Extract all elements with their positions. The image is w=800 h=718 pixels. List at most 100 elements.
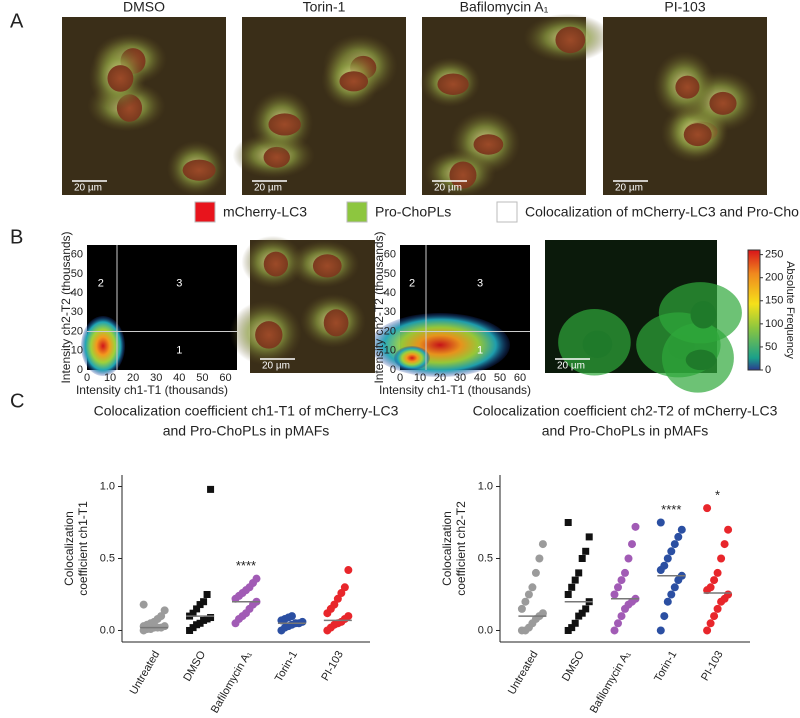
data-point	[674, 532, 683, 541]
data-point	[207, 614, 215, 622]
scale-bar-label: 20 µm	[557, 361, 585, 372]
legend-label: Colocalization of mCherry-LC3 and Pro-Ch…	[525, 204, 800, 220]
data-point	[706, 583, 715, 592]
quadrant-label: 2	[409, 277, 415, 289]
x-tick-label: Bafilomycin A₁	[209, 649, 254, 716]
chart-title: Colocalization coefficient ch2-T2 of mCh…	[473, 403, 778, 419]
data-point	[656, 518, 665, 527]
colorbar	[747, 249, 761, 371]
quadrant-label: 2	[98, 277, 104, 289]
x-tick-label: Torin-1	[273, 649, 300, 684]
data-point	[337, 589, 346, 598]
data-point	[330, 600, 339, 609]
nucleus	[473, 134, 504, 155]
data-point	[663, 554, 672, 563]
data-point	[578, 555, 586, 562]
data-point	[157, 612, 166, 621]
y-tick-label: 50	[384, 268, 396, 280]
x-tick-label: 60	[514, 372, 526, 384]
data-point	[610, 626, 619, 635]
nucleus	[107, 65, 134, 92]
data-point	[538, 540, 547, 549]
nucleus	[437, 73, 469, 96]
data-point	[624, 554, 633, 563]
scale-bar-label: 20 µm	[254, 183, 282, 194]
micrograph-title: PI-103	[664, 0, 705, 15]
panel-label: B	[10, 226, 23, 248]
data-point	[528, 583, 537, 592]
quadrant-label: 1	[176, 345, 182, 357]
x-tick-label: 30	[150, 372, 162, 384]
y-axis-label: coefficient ch2-T2	[454, 501, 468, 596]
x-tick-label: Bafilomycin A₁	[588, 649, 633, 716]
nucleus	[675, 75, 700, 99]
nucleus	[323, 309, 349, 337]
quadrant-label: 1	[477, 345, 483, 357]
data-point	[340, 583, 349, 592]
y-axis-label: Colocalization	[440, 511, 454, 586]
data-point	[298, 617, 307, 626]
data-point	[610, 590, 619, 599]
y-tick-label: 0	[77, 364, 83, 376]
y-tick-label: 20	[384, 325, 396, 337]
data-point	[713, 604, 722, 613]
x-tick-label: 20	[434, 372, 446, 384]
colorbar-label: Absolute Frequency	[784, 261, 796, 359]
data-point	[667, 547, 676, 556]
scale-bar-label: 20 µm	[74, 183, 102, 194]
data-point	[713, 568, 722, 577]
y-tick-label: 10	[384, 345, 396, 357]
data-point	[564, 590, 572, 598]
nucleus	[182, 159, 216, 181]
nucleus	[555, 26, 586, 54]
y-tick-label: 10	[71, 345, 83, 357]
x-tick-label: 0	[397, 372, 403, 384]
data-point	[531, 568, 540, 577]
colorbar-tick-label: 150	[765, 295, 783, 307]
panel-b	[81, 245, 530, 377]
data-point	[670, 540, 679, 549]
nucleus	[255, 321, 283, 349]
colorbar-tick-label: 200	[765, 272, 783, 284]
x-axis-label: Intensity ch1-T1 (thousands)	[76, 383, 228, 397]
panel-label: C	[10, 390, 24, 412]
density-blob	[394, 346, 430, 370]
density-blob	[81, 316, 125, 376]
x-tick-label: PI-103	[699, 649, 726, 683]
data-point	[631, 522, 640, 531]
chart-title: and Pro-ChoPLs in pMAFs	[163, 423, 330, 439]
colorbar-tick-label: 0	[765, 364, 771, 376]
x-tick-label: 0	[84, 372, 90, 384]
data-point	[160, 606, 169, 615]
data-point	[200, 598, 208, 606]
y-tick-label: 0	[390, 364, 396, 376]
data-point	[710, 576, 719, 585]
data-point	[585, 533, 593, 541]
x-tick-label: 30	[454, 372, 466, 384]
data-point	[344, 612, 353, 621]
x-tick-label: 20	[127, 372, 139, 384]
data-point	[656, 626, 665, 635]
data-point	[521, 597, 530, 606]
chart-title: and Pro-ChoPLs in pMAFs	[542, 423, 709, 439]
data-point	[575, 569, 583, 577]
significance-label: ****	[661, 502, 681, 517]
data-point	[663, 597, 672, 606]
micrograph-title: Bafilomycin A₁	[460, 0, 549, 15]
data-point	[703, 626, 712, 635]
y-axis-label: Intensity ch2-T2 (thousands)	[59, 231, 73, 383]
y-tick-label: 1.0	[478, 480, 493, 492]
x-axis-label: Intensity ch1-T1 (thousands)	[379, 383, 531, 397]
x-tick-label: Torin-1	[652, 649, 679, 684]
nucleus	[690, 300, 717, 329]
data-point	[252, 574, 261, 583]
y-tick-label: 1.0	[100, 480, 115, 492]
legend-label: mCherry-LC3	[223, 204, 307, 220]
colorbar-tick-label: 50	[765, 341, 777, 353]
x-tick-label: DMSO	[181, 649, 208, 684]
data-point	[660, 561, 669, 570]
quadrant-label: 3	[176, 277, 182, 289]
colorbar-tick-label: 250	[765, 249, 783, 261]
data-point	[160, 622, 169, 631]
